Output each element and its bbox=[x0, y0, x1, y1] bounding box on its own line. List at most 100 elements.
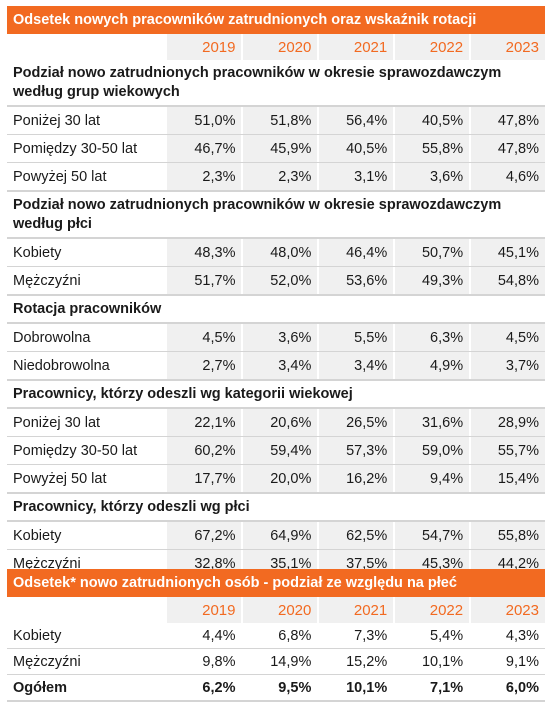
value-cell: 20,6% bbox=[242, 409, 318, 436]
table-row: Kobiety 67,2% 64,9% 62,5% 54,7% 55,8% bbox=[7, 522, 545, 550]
value-cell: 47,8% bbox=[470, 135, 545, 162]
value-cell: 10,1% bbox=[421, 653, 464, 670]
row-label: Niedobrowolna bbox=[13, 357, 110, 374]
value-cell: 7,3% bbox=[354, 627, 388, 644]
year-header-row: 2019 2020 2021 2022 2023 bbox=[7, 597, 545, 623]
value-cell: 49,3% bbox=[394, 267, 470, 294]
value-cell: 4,5% bbox=[470, 324, 545, 351]
year-header: 2021 bbox=[318, 597, 394, 623]
row-label: Mężczyźni bbox=[13, 653, 81, 670]
section-heading: Pracownicy, którzy odeszli wg płci bbox=[7, 494, 545, 522]
value-cell: 3,4% bbox=[242, 352, 318, 379]
row-label: Ogółem bbox=[13, 679, 67, 696]
row-label: Poniżej 30 lat bbox=[13, 112, 101, 129]
value-cell: 3,1% bbox=[318, 163, 394, 190]
value-cell: 48,0% bbox=[242, 239, 318, 266]
value-cell: 54,8% bbox=[470, 267, 545, 294]
year-header: 2022 bbox=[394, 34, 470, 60]
value-cell: 28,9% bbox=[470, 409, 545, 436]
value-cell: 5,5% bbox=[318, 324, 394, 351]
table-new-hires-by-gender: Odsetek* nowo zatrudnionych osób - podzi… bbox=[7, 569, 545, 702]
value-cell: 4,3% bbox=[505, 627, 539, 644]
year-header: 2022 bbox=[394, 597, 470, 623]
row-label: Mężczyźni bbox=[13, 272, 81, 289]
table-row: Powyżej 50 lat 17,7% 20,0% 16,2% 9,4% 15,4% bbox=[7, 465, 545, 494]
table-row: Dobrowolna 4,5% 3,6% 5,5% 6,3% 4,5% bbox=[7, 324, 545, 352]
value-cell: 20,0% bbox=[242, 465, 318, 492]
value-cell: 14,9% bbox=[270, 653, 312, 670]
value-cell: 55,8% bbox=[470, 522, 545, 549]
value-cell: 50,7% bbox=[394, 239, 470, 266]
section-heading: Rotacja pracowników bbox=[7, 296, 545, 324]
value-cell: 26,5% bbox=[318, 409, 394, 436]
value-cell: 52,0% bbox=[242, 267, 318, 294]
value-cell: 47,8% bbox=[470, 107, 545, 134]
row-label: Kobiety bbox=[13, 527, 62, 544]
value-cell: 62,5% bbox=[318, 522, 394, 549]
row-label: Poniżej 30 lat bbox=[13, 414, 101, 431]
row-label: Mężczyźni bbox=[13, 555, 81, 572]
value-cell: 55,8% bbox=[394, 135, 470, 162]
table-row: Poniżej 30 lat 22,1% 20,6% 26,5% 31,6% 28,9% bbox=[7, 409, 545, 437]
value-cell: 9,5% bbox=[278, 679, 312, 696]
value-cell: 46,4% bbox=[318, 239, 394, 266]
value-cell: 6,3% bbox=[394, 324, 470, 351]
table-row: Niedobrowolna 2,7% 3,4% 3,4% 4,9% 3,7% bbox=[7, 352, 545, 381]
value-cell: 22,1% bbox=[167, 409, 242, 436]
value-cell: 2,3% bbox=[242, 163, 318, 190]
row-label: Powyżej 50 lat bbox=[13, 470, 107, 487]
year-header: 2021 bbox=[318, 34, 394, 60]
table-row: Poniżej 30 lat 51,0% 51,8% 56,4% 40,5% 47,8% bbox=[7, 107, 545, 135]
value-cell: 51,7% bbox=[167, 267, 242, 294]
value-cell: 15,2% bbox=[346, 653, 388, 670]
row-label: Dobrowolna bbox=[13, 329, 91, 346]
value-cell: 9,1% bbox=[505, 653, 539, 670]
value-cell: 16,2% bbox=[318, 465, 394, 492]
table-row: Pomiędzy 30-50 lat 60,2% 59,4% 57,3% 59,0% 55… bbox=[7, 437, 545, 465]
value-cell: 57,3% bbox=[318, 437, 394, 464]
table-body: Kobiety 4,4% 6,8% 7,3% 5,4% 4,3% Mężczyźni 9,8%… bbox=[7, 623, 545, 702]
value-cell: 15,4% bbox=[470, 465, 545, 492]
table-row: Mężczyźni 32,8% 35,1% 37,5% 45,3% 44,2% bbox=[7, 550, 545, 579]
value-cell: 48,3% bbox=[167, 239, 242, 266]
value-cell: 56,4% bbox=[318, 107, 394, 134]
value-cell: 6,8% bbox=[278, 627, 312, 644]
value-cell: 51,8% bbox=[242, 107, 318, 134]
value-cell: 4,4% bbox=[202, 627, 236, 644]
value-cell: 3,4% bbox=[318, 352, 394, 379]
table-row: Pomiędzy 30-50 lat 46,7% 45,9% 40,5% 55,8% 47… bbox=[7, 135, 545, 163]
row-label: Kobiety bbox=[13, 627, 62, 644]
table-row: Kobiety 48,3% 48,0% 46,4% 50,7% 45,1% bbox=[7, 239, 545, 267]
table-row: Mężczyźni 51,7% 52,0% 53,6% 49,3% 54,8% bbox=[7, 267, 545, 296]
row-label: Pomiędzy 30-50 lat bbox=[13, 140, 138, 157]
value-cell: 4,5% bbox=[167, 324, 242, 351]
value-cell: 53,6% bbox=[318, 267, 394, 294]
value-cell: 40,5% bbox=[318, 135, 394, 162]
value-cell: 45,1% bbox=[470, 239, 545, 266]
value-cell: 3,6% bbox=[394, 163, 470, 190]
value-cell: 64,9% bbox=[242, 522, 318, 549]
value-cell: 40,5% bbox=[394, 107, 470, 134]
value-cell: 10,1% bbox=[346, 679, 388, 696]
value-cell: 60,2% bbox=[167, 437, 242, 464]
year-header-row: 2019 2020 2021 2022 2023 bbox=[7, 34, 545, 60]
value-cell: 67,2% bbox=[167, 522, 242, 549]
section-heading: Podział nowo zatrudnionych pracowników w… bbox=[7, 192, 545, 239]
value-cell: 5,4% bbox=[430, 627, 464, 644]
table-row: Kobiety 4,4% 6,8% 7,3% 5,4% 4,3% bbox=[7, 623, 545, 649]
value-cell: 46,7% bbox=[167, 135, 242, 162]
value-cell: 51,0% bbox=[167, 107, 242, 134]
table-title: Odsetek* nowo zatrudnionych osób - podzi… bbox=[7, 569, 545, 597]
section-heading: Podział nowo zatrudnionych pracowników w… bbox=[7, 60, 545, 107]
year-header: 2020 bbox=[242, 34, 318, 60]
value-cell: 45,9% bbox=[242, 135, 318, 162]
row-label: Kobiety bbox=[13, 244, 62, 261]
value-cell: 4,6% bbox=[470, 163, 545, 190]
table-body: Podział nowo zatrudnionych pracowników w… bbox=[7, 60, 545, 579]
value-cell: 6,2% bbox=[202, 679, 236, 696]
value-cell: 2,7% bbox=[167, 352, 242, 379]
value-cell: 59,4% bbox=[242, 437, 318, 464]
table-row: Mężczyźni 9,8% 14,9% 15,2% 10,1% 9,1% bbox=[7, 649, 545, 675]
value-cell: 3,6% bbox=[242, 324, 318, 351]
